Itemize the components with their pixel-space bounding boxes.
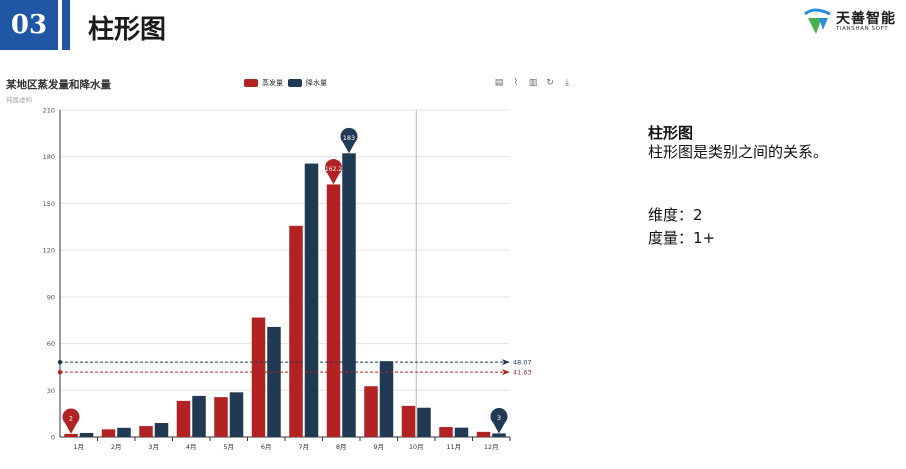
x-tick-label: 12月 [484, 443, 499, 451]
y-tick-label: 180 [43, 153, 55, 161]
y-tick-label: 60 [47, 340, 55, 348]
mark-point-label: 2 [69, 415, 73, 423]
x-tick-label: 4月 [186, 443, 197, 451]
mark-point-label: 183 [343, 134, 355, 142]
bar-precipitation [154, 422, 169, 437]
description-body: 柱形图是类别之间的关系。 [648, 143, 829, 161]
logo-icon [804, 8, 831, 34]
bar-precipitation [454, 427, 469, 437]
x-tick-label: 11月 [446, 443, 461, 451]
y-tick-label: 0 [51, 434, 55, 442]
average-line-label: 48.07 [513, 359, 532, 367]
legend-label: 蒸发量 [262, 79, 283, 87]
y-tick-label: 210 [43, 107, 55, 115]
bar-evaporation [214, 397, 228, 437]
section-number: 03 [0, 0, 58, 50]
average-line-start [57, 369, 63, 375]
mark-point-pin [340, 127, 358, 154]
bar-evaporation [439, 427, 453, 437]
average-line-label: 41.63 [513, 369, 532, 377]
legend-item-evaporation[interactable]: 蒸发量 [244, 78, 283, 88]
bar-evaporation [401, 405, 416, 437]
bar-evaporation [251, 317, 266, 437]
description-title: 柱形图 [648, 124, 694, 142]
bar-precipitation [229, 392, 244, 437]
section-divider [62, 0, 70, 50]
logo-subtitle: TIANSHAN SOFT [836, 26, 889, 32]
bar-precipitation [492, 433, 506, 437]
bar-precipitation [304, 163, 319, 437]
bar-evaporation [364, 386, 378, 437]
chart-title: 某地区蒸发量和降水量 [6, 79, 111, 91]
logo-name: 天善智能 [836, 11, 896, 27]
y-tick-label: 120 [43, 247, 55, 255]
measure-text: 度量：1+ [648, 229, 716, 247]
bar-evaporation [326, 184, 341, 437]
bar-precipitation [192, 395, 206, 437]
save-icon[interactable]: ⤓ [565, 78, 569, 88]
mark-point-label: 162.2 [325, 166, 342, 173]
x-tick-label: 1月 [73, 443, 84, 451]
legend-item-precipitation[interactable]: 降水量 [288, 78, 327, 88]
bar-evaporation [101, 429, 116, 437]
legend-swatch [288, 79, 302, 87]
mark-point-pin [62, 408, 80, 434]
mark-point-pin [490, 408, 508, 434]
bar-precipitation [117, 427, 131, 437]
legend-swatch [244, 79, 258, 87]
bar-precipitation [267, 326, 281, 437]
average-line-arrow [502, 369, 510, 376]
mark-point-label: 3 [497, 414, 501, 422]
x-tick-label: 2月 [111, 443, 122, 451]
x-tick-label: 3月 [148, 443, 159, 451]
bar-icon[interactable]: ▥ [528, 78, 538, 88]
x-tick-label: 9月 [373, 443, 384, 451]
y-tick-label: 90 [47, 293, 55, 301]
bar-evaporation [176, 400, 191, 437]
bar-chart: 0 30 60 90 120 150 180 210 1月 2月 3月 4月 5月 6月 7月 8月 9月 10月… [43, 107, 532, 452]
restore-icon[interactable]: ↻ [546, 78, 554, 88]
x-tick-label: 8月 [336, 443, 347, 451]
x-tick-label: 7月 [298, 443, 309, 451]
bar-evaporation [64, 433, 78, 437]
bar-evaporation [476, 431, 491, 437]
data-view-icon[interactable]: ▤ [494, 78, 504, 88]
page-title: 柱形图 [88, 15, 167, 45]
average-line-arrow [502, 359, 510, 366]
legend-label: 降水量 [306, 79, 327, 87]
bar-precipitation [417, 407, 431, 437]
mark-point-pin [324, 159, 342, 185]
dimension-text: 维度：2 [648, 206, 703, 224]
chart-toolbox: ▤ ⌇ ▥ ↻ ⤓ [494, 78, 572, 88]
average-line-start [57, 359, 63, 365]
bar-precipitation [79, 432, 94, 437]
x-tick-label: 6月 [261, 443, 272, 451]
y-tick-label: 30 [47, 387, 55, 395]
bar-evaporation [289, 225, 303, 437]
line-icon[interactable]: ⌇ [513, 78, 519, 88]
x-tick-label: 10月 [409, 443, 424, 451]
bar-precipitation [379, 361, 394, 437]
bar-evaporation [139, 426, 153, 437]
x-tick-label: 5月 [223, 443, 234, 451]
y-tick-label: 150 [43, 200, 55, 208]
chart-subtitle: 纯属虚构 [6, 96, 32, 104]
bar-precipitation [342, 153, 356, 437]
